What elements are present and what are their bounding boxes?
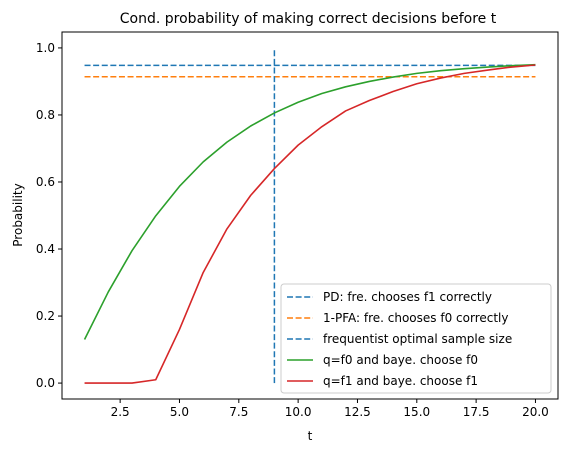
x-tick-label: 5.0: [170, 405, 189, 419]
chart-title: Cond. probability of making correct deci…: [120, 11, 497, 27]
x-tick-label: 20.0: [522, 405, 549, 419]
y-tick-label: 0.6: [36, 175, 55, 189]
legend-box: [280, 283, 552, 394]
y-axis-label: Probability: [11, 183, 25, 246]
x-tick-label: 7.5: [229, 405, 248, 419]
plot-frame: [61, 31, 559, 400]
y-tick-label: 1.0: [36, 41, 55, 55]
y-tick-label: 0.2: [36, 309, 55, 323]
y-tick-label: 0.8: [36, 108, 55, 122]
series-line-q-f0-and-baye-choose-f0: [83, 63, 536, 340]
legend-label: q=f1 and baye. choose f1: [323, 374, 478, 388]
y-tick-label: 0.4: [36, 242, 55, 256]
legend-label: 1-PFA: fre. chooses f0 correctly: [323, 311, 508, 325]
x-tick-label: 10.0: [285, 405, 312, 419]
x-axis-label: t: [308, 429, 313, 443]
x-tick-label: 2.5: [111, 405, 130, 419]
legend-label: q=f0 and baye. choose f0: [323, 353, 478, 367]
series-line-q-f1-and-baye-choose-f1: [84, 64, 536, 384]
x-tick-label: 17.5: [463, 405, 490, 419]
y-tick-label: 0.0: [36, 376, 55, 390]
legend-label: PD: fre. chooses f1 correctly: [323, 290, 492, 304]
legend: PD: fre. chooses f1 correctly 1-PFA: fre.…: [280, 283, 552, 394]
x-tick-label: 12.5: [344, 405, 371, 419]
x-tick-label: 15.0: [403, 405, 430, 419]
legend-label: frequentist optimal sample size: [323, 332, 512, 346]
